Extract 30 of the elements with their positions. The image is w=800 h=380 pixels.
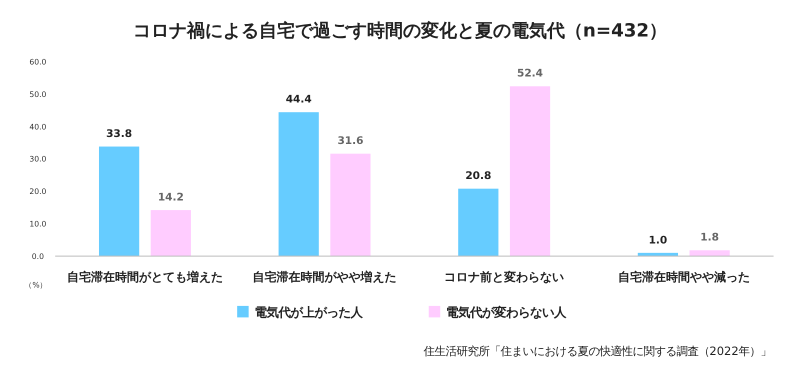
data-label: 1.8 bbox=[700, 232, 719, 244]
y-tick-label: 30.0 bbox=[29, 154, 47, 164]
y-tick-label: 60.0 bbox=[29, 58, 47, 67]
bar bbox=[458, 188, 498, 256]
y-axis-title: （%） bbox=[24, 280, 48, 290]
text: 住生活研究所「住まいにおける夏の快適性に関する調査（2022年）」 bbox=[423, 344, 772, 358]
data-label: 33.8 bbox=[106, 128, 132, 140]
y-tick-label: 0.0 bbox=[32, 252, 44, 261]
legend-label: 電気代が変わらない人 bbox=[446, 304, 567, 320]
bar bbox=[98, 146, 140, 256]
y-tick-label: 40.0 bbox=[29, 122, 47, 132]
y-tick-label: 10.0 bbox=[29, 220, 47, 229]
bar bbox=[150, 210, 191, 256]
data-label: 20.8 bbox=[465, 170, 492, 182]
x-tick-label: 自宅滞在時間がとても増えた bbox=[66, 270, 223, 284]
y-tick-label: 20.0 bbox=[29, 187, 47, 196]
data-label: 52.4 bbox=[517, 68, 544, 80]
data-label: 44.4 bbox=[286, 94, 312, 106]
x-tick-label: コロナ前と変わらない bbox=[444, 270, 564, 284]
data-label: 1.0 bbox=[648, 234, 668, 246]
data-label: 14.2 bbox=[158, 191, 184, 204]
y-tick-label: 50.0 bbox=[29, 90, 47, 99]
bar bbox=[510, 86, 550, 256]
chart-title: コロナ禍による自宅で過ごす時間の変化と夏の電気代（n=432） bbox=[132, 20, 668, 42]
x-tick-label: 自宅滞在時間やや減った bbox=[618, 270, 750, 284]
x-tick-label: 自宅滞在時間がやや増えた bbox=[252, 270, 397, 284]
data-label: 31.6 bbox=[337, 135, 364, 148]
bar bbox=[278, 112, 319, 256]
bar bbox=[330, 154, 371, 256]
legend-label: 電気代が上がった人 bbox=[254, 304, 364, 320]
